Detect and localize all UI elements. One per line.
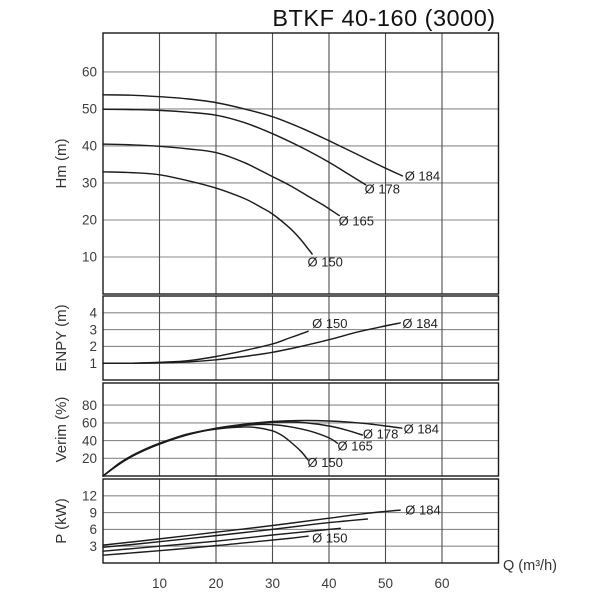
y-tick-label-head-20: 20 (82, 213, 97, 228)
y-tick-label-head-40: 40 (82, 139, 97, 154)
curve-head-d150 (102, 171, 313, 255)
y-tick-label-npsh-4: 4 (89, 306, 97, 321)
curve-label-head-d165: Ø 165 (339, 214, 374, 229)
curve-head-d184 (102, 94, 404, 177)
curve-head-d178 (102, 108, 367, 186)
y-axis-title-npsh: ENPY (m) (53, 304, 70, 371)
curve-npsh-d184 (102, 322, 401, 364)
curve-label-efficiency-d178: Ø 178 (363, 427, 398, 442)
y-tick-label-efficiency-80: 80 (82, 398, 97, 413)
y-tick-label-head-50: 50 (82, 102, 97, 117)
y-axis-title-power: P (kW) (53, 498, 70, 544)
x-tick-label-30: 30 (265, 576, 280, 591)
curve-label-head-d178: Ø 178 (365, 181, 400, 196)
panel-border-efficiency (102, 382, 500, 477)
panel-border-head (102, 32, 500, 295)
y-tick-label-head-30: 30 (82, 176, 97, 191)
y-axis-title-head: Hm (m) (53, 139, 70, 189)
x-tick-label-20: 20 (208, 576, 223, 591)
curve-label-efficiency-d165: Ø 165 (338, 439, 373, 454)
curve-efficiency-d150 (102, 426, 309, 477)
curve-label-power-d150: Ø 150 (312, 531, 347, 546)
y-tick-label-npsh-1: 1 (89, 356, 97, 371)
curve-power-d184 (102, 509, 401, 546)
curve-label-efficiency-d184: Ø 184 (404, 422, 439, 437)
y-tick-label-power-9: 9 (89, 505, 97, 520)
chart-title: BTKF 40-160 (3000) (272, 5, 495, 31)
y-tick-label-head-60: 60 (82, 65, 97, 80)
curve-label-head-d150: Ø 150 (308, 255, 343, 270)
curve-label-head-d184: Ø 184 (405, 168, 440, 183)
y-tick-label-power-3: 3 (89, 539, 97, 554)
y-tick-label-power-12: 12 (82, 489, 97, 504)
curve-power-d178 (102, 518, 369, 549)
curve-power-d165 (102, 527, 342, 552)
curve-label-npsh-d184: Ø 184 (402, 316, 437, 331)
x-tick-label-10: 10 (152, 576, 167, 591)
y-tick-label-npsh-2: 2 (89, 339, 97, 354)
y-tick-label-power-6: 6 (89, 522, 97, 537)
curve-head-d165 (102, 143, 340, 217)
x-tick-label-50: 50 (378, 576, 393, 591)
curve-label-power-d184: Ø 184 (405, 502, 440, 517)
curve-label-npsh-d150: Ø 150 (312, 316, 347, 331)
panel-border-npsh (102, 295, 500, 381)
y-tick-label-npsh-3: 3 (89, 322, 97, 337)
x-tick-label-40: 40 (321, 576, 336, 591)
y-tick-label-efficiency-60: 60 (82, 416, 97, 431)
y-tick-label-head-10: 10 (82, 250, 97, 265)
y-tick-label-efficiency-20: 20 (82, 451, 97, 466)
curve-power-d150 (102, 535, 309, 556)
y-axis-title-efficiency: Verim (%) (53, 397, 70, 463)
panel-border-power (102, 478, 500, 564)
curve-label-efficiency-d150: Ø 150 (308, 455, 343, 470)
y-tick-label-efficiency-40: 40 (82, 433, 97, 448)
x-axis-label: Q (m³/h) (503, 558, 557, 574)
x-tick-label-60: 60 (434, 576, 449, 591)
